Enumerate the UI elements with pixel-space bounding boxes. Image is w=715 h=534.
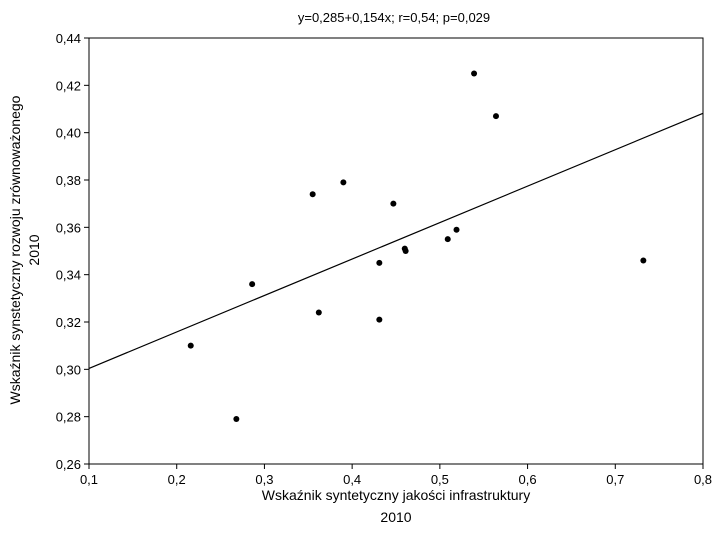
regression-line-group	[88, 112, 704, 369]
x-tick-label: 0,3	[255, 472, 273, 487]
data-point	[453, 226, 460, 233]
y-tick-label: 0,34	[56, 268, 81, 283]
data-point	[187, 342, 194, 349]
x-tick-label: 0,6	[519, 472, 537, 487]
x-tick-label: 0,2	[168, 472, 186, 487]
y-axis-label-line-1: Wskaźnik synstetyczny rozwoju zrównoważo…	[7, 95, 23, 404]
regression-line	[88, 112, 704, 369]
y-tick-label: 0,32	[56, 315, 81, 330]
data-point	[376, 316, 383, 323]
data-points	[187, 70, 647, 423]
data-point	[471, 70, 478, 77]
y-axis-ticks: 0,26 0,28 0,30 0,32 0,34 0,36 0,38 0,40 0,42 0,44	[56, 31, 89, 472]
axes	[88, 37, 704, 465]
x-axis-label-line-1: Wskaźnik syntetyczny jakości infrastrukt…	[262, 487, 530, 503]
data-point	[402, 248, 409, 254]
x-tick-label: 0,7	[606, 472, 624, 487]
x-tick-label: 0,8	[694, 472, 712, 487]
data-point	[492, 113, 499, 120]
y-tick-label: 0,26	[56, 457, 81, 472]
data-point	[640, 257, 647, 264]
x-axis-ticks: 0,1 0,2 0,3 0,4 0,5 0,6 0,7 0,8	[80, 464, 712, 487]
plot-frame	[88, 37, 704, 465]
y-tick-label: 0,28	[56, 410, 81, 425]
chart-title: y=0,285+0,154x; r=0,54; p=0,029	[298, 10, 490, 25]
y-tick-label: 0,42	[56, 78, 81, 93]
data-point	[233, 416, 240, 423]
x-tick-label: 0,1	[80, 472, 98, 487]
data-point	[309, 191, 316, 198]
data-point	[249, 281, 256, 288]
y-tick-label: 0,44	[56, 31, 81, 46]
x-tick-label: 0,4	[343, 472, 361, 487]
data-point	[444, 236, 451, 243]
data-point	[315, 309, 322, 316]
y-tick-label: 0,40	[56, 126, 81, 141]
y-tick-label: 0,38	[56, 173, 81, 188]
data-point	[390, 200, 397, 207]
x-tick-label: 0,5	[431, 472, 449, 487]
data-point	[376, 259, 383, 266]
x-axis-label-line-2: 2010	[380, 509, 411, 525]
y-axis-label-line-2: 2010	[26, 234, 42, 265]
data-point	[340, 179, 347, 186]
y-tick-label: 0,36	[56, 220, 81, 235]
y-tick-label: 0,30	[56, 362, 81, 377]
